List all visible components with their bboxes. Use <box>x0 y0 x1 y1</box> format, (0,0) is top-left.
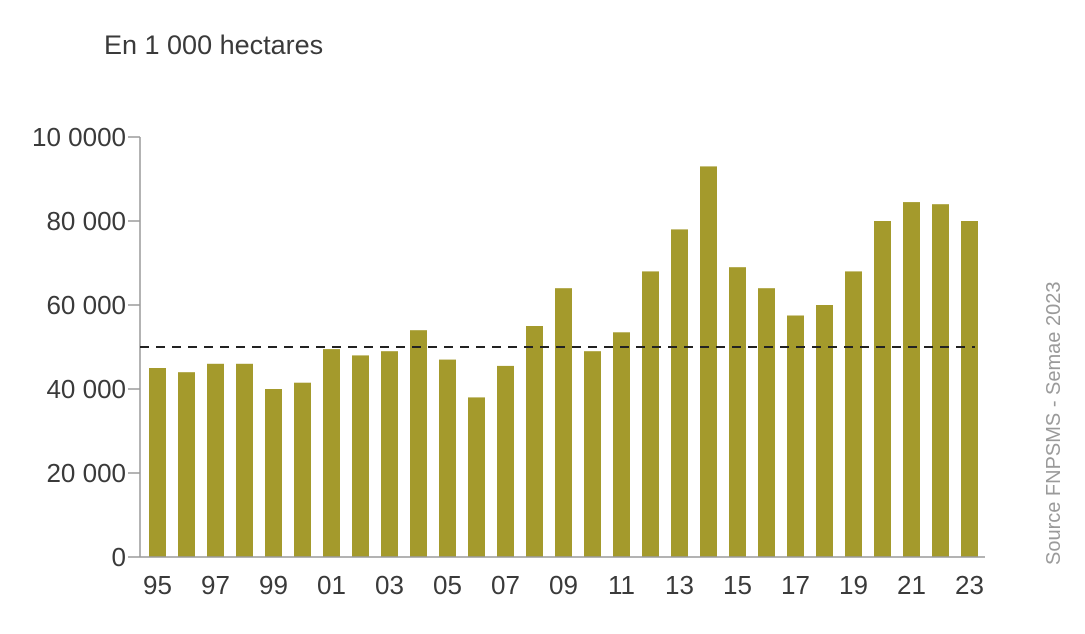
x-tick-label: 11 <box>608 570 635 600</box>
x-tick-label: 95 <box>143 570 172 600</box>
x-tick-label: 07 <box>491 570 520 600</box>
x-tick-label: 13 <box>665 570 694 600</box>
unit-label: En 1 000 hectares <box>104 30 323 60</box>
bar-07 <box>497 365 514 557</box>
bar-20 <box>874 221 891 557</box>
bar-05 <box>439 359 456 557</box>
y-tick-label: 80 000 <box>46 206 126 236</box>
bar-15 <box>729 267 746 557</box>
bar-14 <box>700 166 717 557</box>
bar-09 <box>555 288 572 557</box>
bar-98 <box>236 363 253 557</box>
bar-06 <box>468 397 485 557</box>
x-axis: 95 97 99 01 03 05 07 09 11 13 15 17 19 21 23 <box>140 556 985 600</box>
bar-04 <box>410 330 427 557</box>
bar-95 <box>149 368 166 557</box>
bar-17 <box>787 315 804 557</box>
y-axis: 0 20 000 40 000 60 000 80 000 10 0000 <box>32 122 141 572</box>
x-tick-label: 15 <box>723 570 752 600</box>
x-tick-label: 03 <box>375 570 404 600</box>
bar-13 <box>671 229 688 557</box>
x-tick-label: 19 <box>839 570 868 600</box>
source-label: Source FNPSMS - Semae 2023 <box>1043 282 1065 565</box>
bar-16 <box>758 288 775 557</box>
y-tick-label: 10 0000 <box>32 122 126 152</box>
bar-01 <box>323 349 340 557</box>
bar-96 <box>178 372 195 557</box>
x-tick-label: 21 <box>897 570 926 600</box>
bar-22 <box>932 204 949 557</box>
x-tick-label: 01 <box>317 570 346 600</box>
x-tick-label: 23 <box>955 570 984 600</box>
bar-11 <box>613 332 630 557</box>
y-tick-label: 40 000 <box>46 374 126 404</box>
y-tick-label: 60 000 <box>46 290 126 320</box>
bar-23 <box>961 221 978 557</box>
bar-03 <box>381 351 398 557</box>
bar-10 <box>584 351 601 557</box>
x-tick-label: 09 <box>549 570 578 600</box>
y-tick-label: 20 000 <box>46 458 126 488</box>
bar-02 <box>352 355 369 557</box>
x-tick-label: 97 <box>201 570 230 600</box>
y-tick-label: 0 <box>112 542 126 572</box>
bar-18 <box>816 305 833 557</box>
bar-19 <box>845 271 862 557</box>
bar-99 <box>265 389 282 557</box>
bars-group <box>149 166 978 557</box>
bar-12 <box>642 271 659 557</box>
x-tick-label: 05 <box>433 570 462 600</box>
x-tick-label: 99 <box>259 570 288 600</box>
bar-08 <box>526 326 543 557</box>
bar-00 <box>294 382 311 557</box>
x-tick-label: 17 <box>781 570 810 600</box>
bar-97 <box>207 363 224 557</box>
bar-21 <box>903 202 920 557</box>
